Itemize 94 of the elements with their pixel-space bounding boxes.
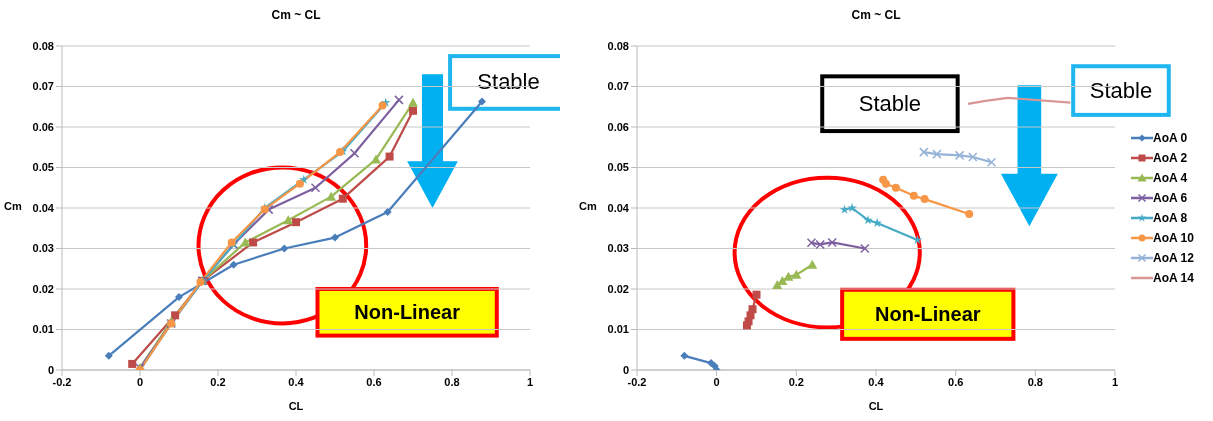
x-tick-label: 0.6 — [366, 375, 382, 388]
y-tick-label: 0.03 — [607, 242, 629, 255]
point — [229, 260, 238, 269]
line-series — [966, 96, 1072, 106]
y-tick-label: 0.01 — [32, 323, 54, 336]
point — [240, 237, 251, 247]
point — [986, 157, 997, 167]
y-tick-label: 0.06 — [32, 120, 54, 133]
x-tick-label: -0.2 — [52, 375, 72, 388]
y-tick-label: 0.02 — [32, 282, 54, 295]
point — [783, 271, 794, 281]
x-tick-label: 0.8 — [444, 375, 460, 388]
point — [478, 97, 487, 106]
legend-label: AoA 12 — [1153, 251, 1194, 265]
y-tick-label: 0 — [47, 363, 54, 376]
point — [932, 149, 942, 159]
point — [326, 191, 337, 201]
x-axis-title: CL — [288, 400, 304, 412]
point — [394, 95, 404, 105]
point — [171, 311, 180, 320]
point — [295, 179, 304, 188]
point — [772, 279, 783, 289]
point — [409, 106, 417, 115]
point — [104, 351, 113, 360]
y-tick-label: 0.06 — [607, 120, 629, 133]
legend-label: AoA 4 — [1153, 171, 1188, 185]
x-axis-title: CL — [868, 400, 884, 412]
legend-label: AoA 10 — [1153, 231, 1194, 245]
point — [847, 202, 858, 213]
x-tick-label: 1 — [1111, 375, 1119, 388]
x-tick-label: 0.4 — [288, 375, 305, 388]
legend-label: AoA 14 — [1153, 271, 1194, 285]
point — [280, 244, 289, 253]
point — [331, 233, 339, 242]
point — [383, 208, 392, 217]
point — [806, 238, 817, 248]
y-tick-label: 0 — [622, 363, 629, 376]
point — [807, 259, 818, 269]
point — [891, 183, 900, 192]
y-tick-label: 0.05 — [32, 161, 54, 174]
y-tick-label: 0.05 — [607, 161, 629, 174]
y-tick-label: 0.07 — [607, 80, 629, 93]
y-axis-title: Cm — [579, 200, 597, 212]
point — [128, 359, 137, 368]
chart-title: Cm ~ CL — [850, 8, 902, 22]
point — [408, 97, 418, 107]
point — [965, 210, 974, 219]
legend-label: AoA 8 — [1153, 211, 1188, 225]
point — [310, 183, 321, 193]
y-tick-label: 0.07 — [32, 80, 54, 93]
y-tick-label: 0.04 — [607, 201, 630, 214]
x-tick-label: 0 — [136, 375, 144, 388]
point — [920, 195, 929, 204]
y-tick-label: 0.01 — [607, 323, 629, 336]
y-tick-label: 0.02 — [607, 282, 629, 295]
point — [791, 269, 802, 279]
point — [777, 275, 788, 285]
legend-label: AoA 6 — [1153, 191, 1188, 205]
y-axis-title: Cm — [4, 200, 22, 212]
point — [385, 152, 394, 161]
chart-title: Cm ~ CL — [270, 8, 322, 22]
point — [292, 218, 300, 227]
point — [881, 179, 890, 188]
point — [175, 293, 183, 302]
x-tick-label: 1 — [526, 375, 534, 388]
y-tick-label: 0.04 — [32, 201, 55, 214]
point — [349, 148, 360, 159]
legend-label: AoA 0 — [1153, 131, 1188, 145]
y-tick-label: 0.08 — [607, 39, 629, 52]
x-tick-label: 0.8 — [1027, 375, 1043, 388]
x-tick-label: 0 — [713, 375, 720, 388]
point — [748, 305, 757, 314]
point — [954, 150, 965, 161]
point — [283, 215, 294, 225]
point — [249, 238, 258, 247]
point — [378, 101, 387, 110]
y-tick-label: 0.03 — [32, 242, 54, 255]
point — [680, 351, 689, 360]
x-tick-label: -0.2 — [627, 375, 647, 388]
y-tick-label: 0.08 — [32, 39, 54, 52]
x-tick-label: 0.2 — [210, 375, 226, 388]
point — [909, 191, 918, 200]
point — [912, 234, 923, 245]
x-tick-label: 0.2 — [788, 375, 804, 388]
point — [968, 152, 978, 162]
point — [752, 290, 761, 299]
x-tick-label: 0.4 — [868, 375, 885, 388]
point — [815, 239, 825, 250]
point — [860, 243, 870, 254]
point — [827, 237, 837, 248]
point — [919, 147, 929, 157]
x-tick-label: 0.6 — [948, 375, 964, 388]
point — [338, 194, 347, 203]
legend-label: AoA 2 — [1153, 151, 1188, 165]
